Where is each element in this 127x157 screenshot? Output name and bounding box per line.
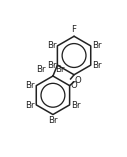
Text: Br: Br xyxy=(92,41,101,50)
Text: Br: Br xyxy=(71,101,80,110)
Text: Br: Br xyxy=(36,65,45,74)
Text: Br: Br xyxy=(26,101,35,110)
Text: O: O xyxy=(71,81,78,89)
Text: Br: Br xyxy=(26,81,35,89)
Text: F: F xyxy=(72,25,77,34)
Text: Br: Br xyxy=(47,61,56,70)
Text: Br: Br xyxy=(48,116,58,125)
Text: Br: Br xyxy=(47,41,56,50)
Text: O: O xyxy=(74,76,81,85)
Text: Br: Br xyxy=(92,61,101,70)
Text: Br: Br xyxy=(55,65,64,74)
